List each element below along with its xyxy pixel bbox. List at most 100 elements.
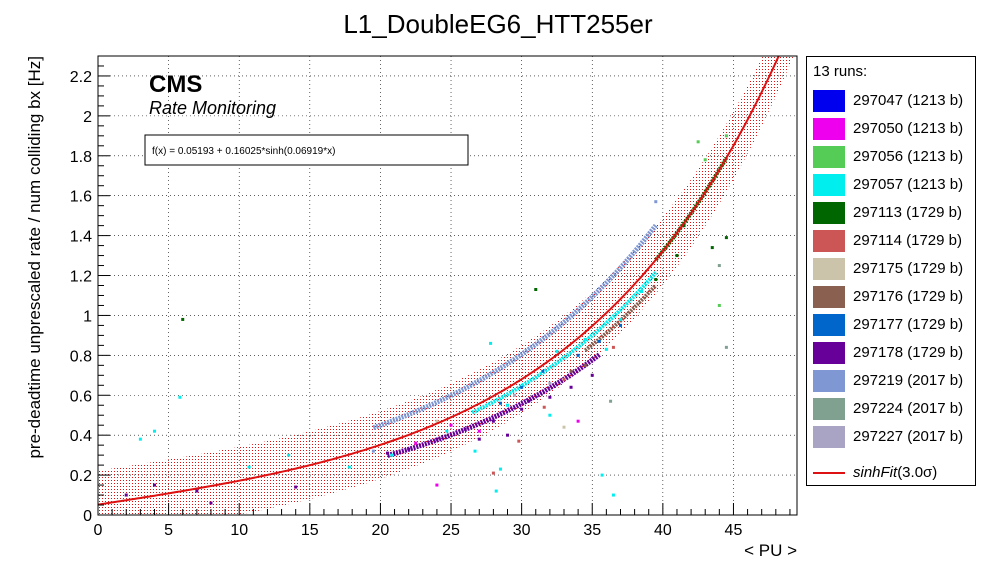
data-point [124, 493, 128, 497]
data-point [435, 419, 439, 423]
legend-swatch [813, 90, 845, 112]
data-point [590, 373, 594, 377]
data-point [640, 289, 644, 293]
data-point [287, 453, 291, 457]
data-point [654, 200, 658, 204]
axes: 0 5 10 15 20 25 30 35 40 45 0 0.2 0.4 0.6 0.8 1 1.2 1.4 1.… [70, 55, 798, 539]
legend-item: 297113 (1729 b) [813, 201, 977, 225]
legend-swatch [813, 202, 845, 224]
data-point [542, 405, 546, 409]
series-trend-cyan [471, 271, 658, 415]
y-tick-label: 2.2 [70, 69, 92, 86]
legend-item: 297056 (1213 b) [813, 145, 977, 169]
data-point [600, 473, 604, 477]
data-point [548, 413, 552, 417]
legend-item-fit: sinhFit(3.0σ) [813, 461, 977, 485]
y-tick-label: 0.4 [70, 428, 92, 445]
legend-label: 297056 (1213 b) [853, 148, 964, 165]
y-tick-label: 0.8 [70, 348, 92, 365]
data-point [473, 449, 477, 453]
fit-formula: f(x) = 0.05193 + 0.16025*sinh(0.06919*x) [152, 146, 335, 157]
legend-label: 297178 (1729 b) [853, 344, 964, 361]
data-point [491, 471, 495, 475]
data-point [597, 339, 601, 343]
data-point [477, 429, 481, 433]
data-point [548, 381, 552, 385]
y-tick-label: 0 [83, 508, 92, 525]
x-axis-label: < PU > [744, 541, 797, 560]
legend-label: 297113 (1729 b) [853, 204, 962, 221]
data-point [724, 236, 728, 240]
x-tick-label: 0 [94, 522, 103, 539]
y-tick-label: 2 [83, 109, 92, 126]
data-point [347, 465, 351, 469]
data-point [152, 429, 156, 433]
data-point [489, 341, 493, 345]
legend-item: 297114 (1729 b) [813, 229, 977, 253]
legend-item: 297050 (1213 b) [813, 117, 977, 141]
data-point [611, 345, 615, 349]
data-point [717, 264, 721, 268]
legend-item: 297178 (1729 b) [813, 341, 977, 365]
legend: 13 runs: 297047 (1213 b) 297050 (1213 b) 2… [806, 56, 976, 486]
y-tick-label: 1 [83, 308, 92, 325]
legend-swatch [813, 258, 845, 280]
x-tick-label: 10 [230, 522, 248, 539]
legend-label: 297114 (1729 b) [853, 232, 962, 249]
x-tick-label: 5 [164, 522, 173, 539]
x-tick-label: 15 [301, 522, 319, 539]
data-point [541, 369, 545, 373]
data-point [611, 493, 615, 497]
y-tick-label: 0.2 [70, 468, 92, 485]
data-point [604, 347, 608, 351]
data-point [520, 385, 524, 389]
fit-name: sinhFit [853, 464, 898, 481]
data-point [491, 419, 495, 423]
cms-sublabel: Rate Monitoring [149, 98, 276, 118]
legend-swatch [813, 370, 845, 392]
legend-swatch [813, 118, 845, 140]
x-tick-label: 40 [654, 522, 672, 539]
data-point [498, 401, 502, 405]
x-tick-label: 25 [442, 522, 460, 539]
fit-curve [98, 56, 780, 506]
legend-label: 297219 (2017 b) [853, 372, 964, 389]
data-point [517, 439, 521, 443]
y-tick-label: 0.6 [70, 388, 92, 405]
data-point [498, 467, 502, 471]
legend-label: 297224 (2017 b) [853, 400, 964, 417]
legend-swatch [813, 342, 845, 364]
fit-line [98, 56, 780, 506]
legend-item: 297057 (1213 b) [813, 173, 977, 197]
legend-label: 297175 (1729 b) [853, 260, 964, 277]
legend-label: 297227 (2017 b) [853, 428, 964, 445]
data-point [506, 433, 510, 437]
data-point [449, 423, 453, 427]
data-point [569, 369, 573, 373]
data-point [152, 483, 156, 487]
fit-formula-box [144, 134, 469, 166]
data-point [463, 427, 467, 431]
legend-label: 297177 (1729 b) [853, 316, 964, 333]
legend-label: 297050 (1213 b) [853, 120, 964, 137]
data-point [576, 353, 580, 357]
legend-swatch [813, 146, 845, 168]
legend-swatch [813, 398, 845, 420]
data-points [124, 134, 729, 505]
fit-band [98, 56, 794, 515]
data-point [696, 140, 700, 144]
data-point [609, 399, 613, 403]
fit-uncertainty-band [98, 56, 794, 515]
data-point [682, 224, 686, 228]
chart-title: L1_DoubleEG6_HTT255er [343, 9, 653, 39]
data-point [414, 441, 418, 445]
legend-swatch [813, 426, 845, 448]
legend-item: 297227 (2017 b) [813, 425, 977, 449]
data-point [435, 483, 439, 487]
cms-label: CMS [149, 71, 202, 98]
data-point [675, 254, 679, 258]
x-tick-label: 20 [372, 522, 390, 539]
y-axis-label: pre-deadtime unprescaled rate / num coll… [25, 56, 44, 459]
y-tick-label: 1.8 [70, 149, 92, 166]
